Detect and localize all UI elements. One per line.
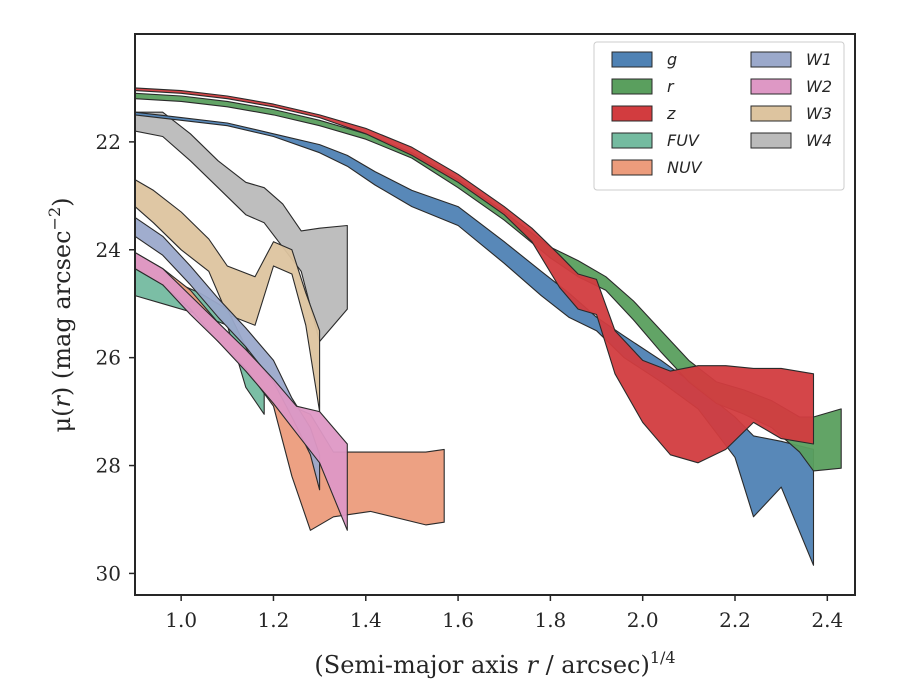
x-tick-label: 1.0 <box>165 608 197 632</box>
band-w1 <box>134 216 321 491</box>
y-tick-label: 30 <box>96 561 121 585</box>
legend-entries: grz FUV NUV W1 W2 W3 W4 <box>611 50 832 177</box>
legend-swatch-fuv <box>611 132 653 149</box>
band-w2 <box>134 251 348 531</box>
y-axis-ticks: 22 24 26 28 30 <box>96 130 135 585</box>
legend-label-w3: W3 <box>806 104 832 123</box>
band-g <box>134 111 815 566</box>
y-axis-label: μ(r) (mag arcsec−2) <box>45 197 76 432</box>
band-z <box>134 87 815 464</box>
legend-label-fuv: FUV <box>667 131 700 150</box>
y-tick-label: 26 <box>96 346 121 370</box>
legend-swatch-r <box>611 78 653 95</box>
legend-label-w2: W2 <box>806 77 832 96</box>
legend-label-nuv: NUV <box>667 158 703 177</box>
x-tick-label: 1.2 <box>258 608 290 632</box>
x-tick-label: 2.0 <box>627 608 659 632</box>
y-tick-label: 24 <box>96 238 121 262</box>
legend-swatch-w2 <box>750 78 792 95</box>
legend-label-w4: W4 <box>806 131 832 150</box>
legend: grz FUV NUV W1 W2 W3 W4 <box>593 41 845 191</box>
x-tick-label: 1.4 <box>350 608 382 632</box>
legend-swatch-g <box>611 51 653 68</box>
legend-label-z: z <box>666 104 676 123</box>
x-tick-label: 1.6 <box>442 608 474 632</box>
x-tick-label: 2.4 <box>811 608 843 632</box>
x-axis-label: (Semi-major axis r / arcsec)1/4 <box>314 648 675 679</box>
x-tick-label: 1.8 <box>534 608 566 632</box>
legend-label-r: r <box>667 77 675 96</box>
y-tick-label: 28 <box>96 454 121 478</box>
legend-label-w1: W1 <box>806 50 832 69</box>
profile-bands <box>134 87 842 566</box>
x-axis-ticks: 1.0 1.2 1.4 1.6 1.8 2.0 2.2 2.4 <box>165 595 843 632</box>
legend-swatch-w1 <box>750 51 792 68</box>
legend-swatch-w4 <box>750 132 792 149</box>
legend-label-g: g <box>667 50 677 69</box>
legend-swatch-z <box>611 105 653 122</box>
x-tick-label: 2.2 <box>719 608 751 632</box>
legend-swatch-w3 <box>750 105 792 122</box>
band-w4 <box>134 111 348 343</box>
y-tick-label: 22 <box>96 130 121 154</box>
legend-swatch-nuv <box>611 159 653 176</box>
plot-frame <box>134 33 856 596</box>
